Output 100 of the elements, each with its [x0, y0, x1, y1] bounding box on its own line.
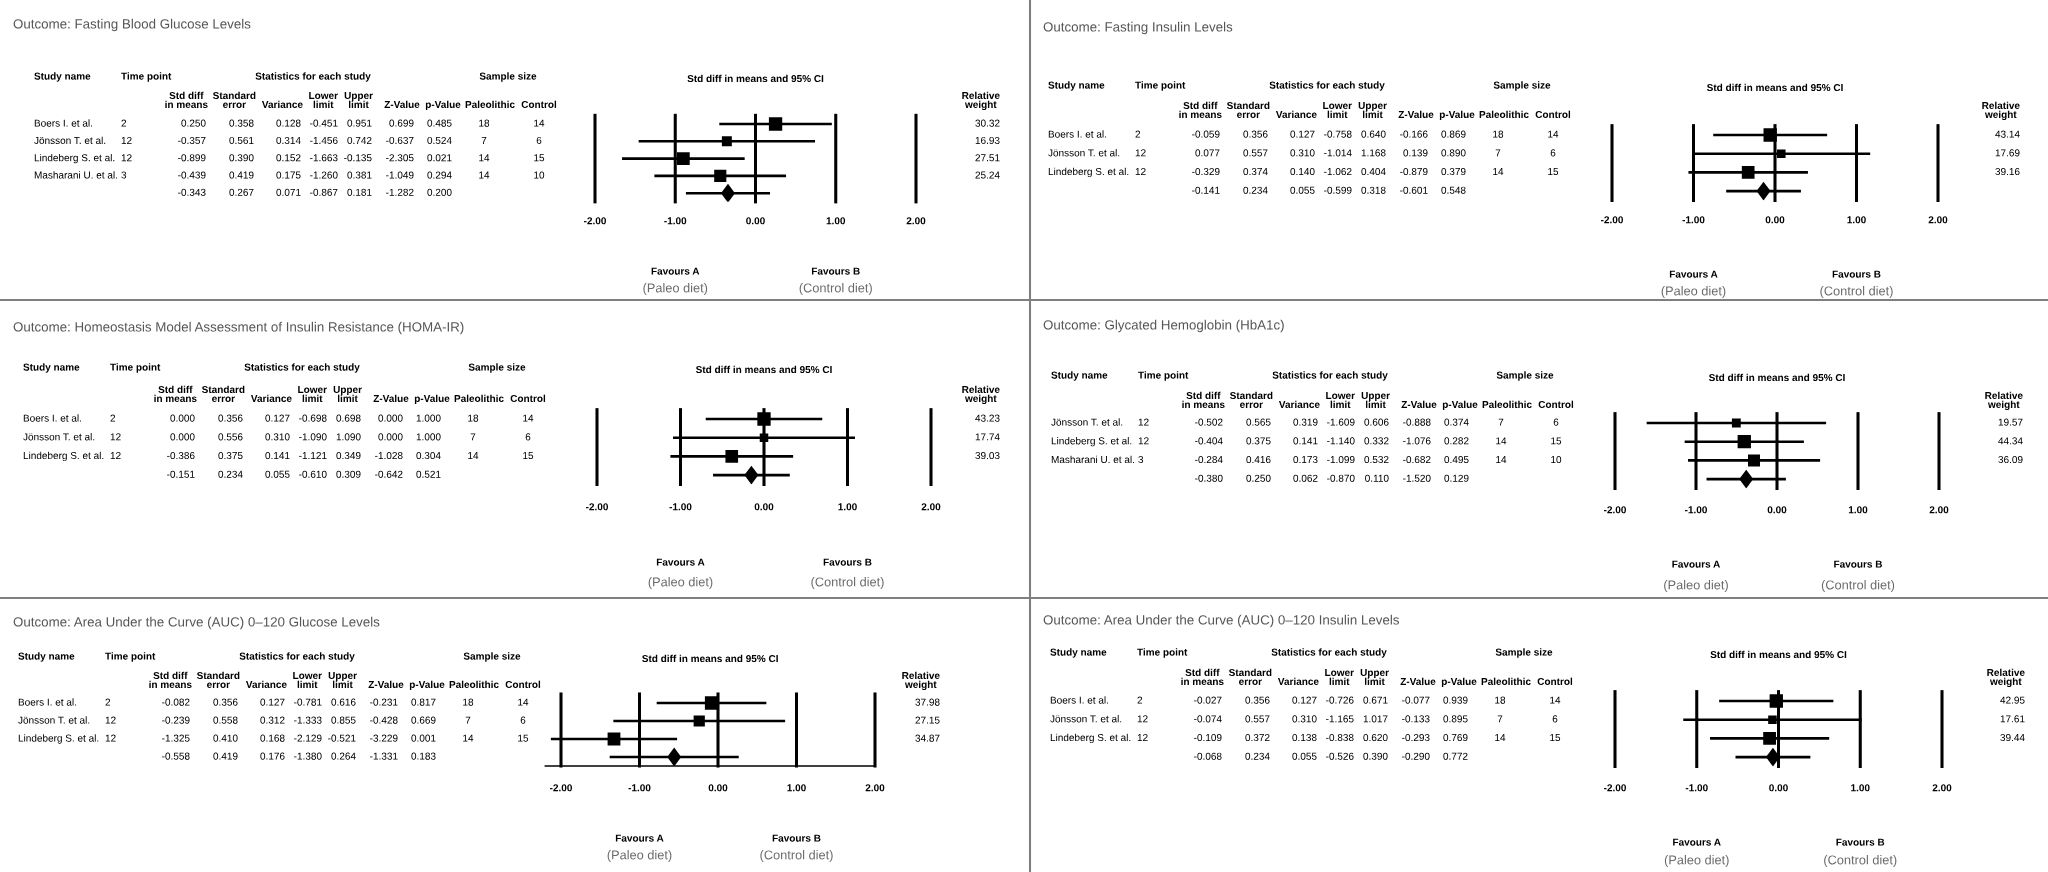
- text: 0.309: [336, 470, 361, 478]
- text: 0.374: [1243, 168, 1268, 176]
- text: 0.375: [1246, 437, 1271, 445]
- text: 0.356: [218, 414, 243, 422]
- text: -0.290: [1402, 752, 1430, 760]
- text: -1.331: [370, 752, 398, 760]
- text: -0.526: [1326, 752, 1354, 760]
- text: -0.239: [162, 716, 190, 724]
- text: 0.318: [1361, 186, 1386, 194]
- text: Time point: [1137, 648, 1188, 658]
- text: Upper limit: [1361, 392, 1390, 409]
- text: 6: [520, 716, 526, 724]
- text: 0.524: [427, 136, 452, 144]
- text: 34.87: [915, 734, 940, 742]
- text: 0.890: [1441, 149, 1466, 157]
- text: 14: [1496, 456, 1507, 463]
- text: Lindeberg S. et al.: [1050, 733, 1131, 744]
- text: Sample size: [1493, 81, 1551, 91]
- text: 0.742: [347, 136, 372, 144]
- text: 15: [1551, 437, 1562, 445]
- text: -0.899: [178, 154, 206, 162]
- text: 0.021: [427, 154, 452, 162]
- text: -1.062: [1324, 168, 1352, 176]
- text: Paleolithic: [1481, 677, 1531, 686]
- text: Statistics for each study: [244, 363, 360, 373]
- text: Paleolithic: [1482, 400, 1532, 409]
- text: Standard error: [1228, 668, 1272, 686]
- text: -0.135: [344, 154, 372, 162]
- text: -1.090: [299, 433, 327, 441]
- text: Z-Value: [1401, 400, 1437, 409]
- text: 14: [479, 154, 490, 162]
- text: -1.520: [1403, 474, 1431, 482]
- text: 6: [1550, 149, 1556, 157]
- text: 0.565: [1246, 418, 1271, 426]
- text: 14: [479, 171, 490, 179]
- text: 0.416: [1246, 456, 1271, 464]
- text: Std diff in means: [149, 671, 192, 689]
- text: Variance: [1278, 400, 1320, 409]
- x-tick-label: 1.00: [838, 503, 857, 511]
- text: 0.669: [411, 716, 436, 724]
- text: 0.699: [389, 119, 414, 127]
- text: p-Value: [1442, 400, 1478, 410]
- text: Boers I. et al.: [23, 414, 81, 422]
- x-axis-title: Std diff in means and 95% CI: [1708, 373, 1845, 382]
- text: 12: [1137, 734, 1148, 741]
- text: Statistics for each study: [239, 652, 355, 662]
- text: Favours B: [811, 267, 860, 275]
- text: -1.076: [1403, 437, 1431, 445]
- text: (Paleo diet): [1664, 855, 1729, 867]
- text: 0.127: [260, 698, 285, 706]
- x-tick-label: 2.00: [921, 503, 941, 511]
- text: Relative weight: [1987, 668, 2025, 687]
- text: 1.090: [336, 433, 361, 441]
- x-tick-label: -1.00: [628, 784, 651, 792]
- text: -0.439: [178, 171, 206, 179]
- text: 0.250: [181, 119, 206, 127]
- x-axis-title: Std diff in means and 95% CI: [687, 74, 824, 83]
- text: (Control diet): [1820, 286, 1893, 298]
- x-tick-label: 0.00: [746, 217, 765, 225]
- text: 0.127: [1290, 130, 1315, 138]
- text: 19.57: [1998, 418, 2023, 426]
- text: Jönsson T. et al.: [1048, 149, 1120, 157]
- text: 0.200: [427, 188, 452, 196]
- text: 0.110: [1365, 474, 1389, 482]
- text: Lindeberg S. et al.: [1048, 167, 1129, 178]
- text: Outcome: Area Under the Curve (AUC) 0–120 Glucose Levels: [13, 616, 380, 630]
- text: 2: [110, 414, 116, 422]
- text: 0.264: [331, 752, 356, 760]
- text: -1.609: [1327, 418, 1355, 426]
- text: Relative weight: [902, 671, 940, 690]
- text: -2.305: [386, 154, 414, 162]
- text: 0.671: [1363, 696, 1388, 704]
- text: 0.372: [1245, 734, 1270, 742]
- text: 0.141: [1293, 437, 1318, 445]
- text: Outcome: Glycated Hemoglobin (HbA1c): [1043, 319, 1284, 333]
- text: 12: [121, 154, 132, 162]
- text: Lower limit: [1325, 669, 1354, 686]
- text: -0.380: [1195, 474, 1223, 482]
- text: Lower limit: [1326, 392, 1355, 409]
- text: 2: [1135, 130, 1141, 138]
- text: 0.183: [411, 752, 436, 760]
- text: 12: [1138, 437, 1149, 445]
- text: 0.152: [276, 154, 301, 162]
- text: 0.138: [1292, 734, 1317, 742]
- text: Favours A: [651, 267, 700, 275]
- text: Paleolithic: [454, 394, 504, 403]
- text: -0.599: [1324, 186, 1352, 194]
- x-tick-label: 1.00: [1848, 506, 1868, 514]
- text: Control: [1537, 677, 1573, 686]
- text: (Paleo diet): [648, 577, 713, 589]
- text: Relative weight: [1985, 391, 2023, 410]
- text: 6: [525, 433, 531, 441]
- text: 0.175: [276, 171, 301, 179]
- text: 0.951: [347, 119, 372, 127]
- text: 0.077: [1195, 149, 1220, 157]
- text: 12: [105, 716, 116, 724]
- x-tick-label: 1.00: [826, 217, 846, 225]
- text: 18: [463, 698, 474, 706]
- text: 0.294: [427, 171, 452, 179]
- text: 0.772: [1443, 752, 1468, 760]
